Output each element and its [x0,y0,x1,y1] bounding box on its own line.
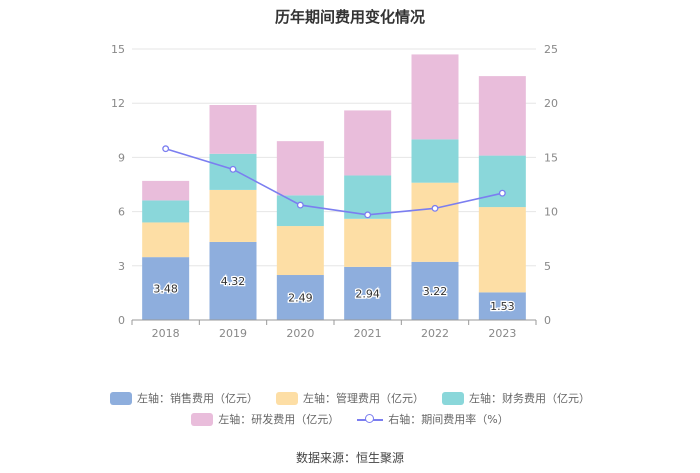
bar-data-label: 3.22 [423,285,448,298]
bar-segment [478,155,526,208]
rate-line [165,147,503,216]
legend-swatch [110,391,132,405]
legend: 左轴：销售费用（亿元） 左轴：管理费用（亿元） 左轴：财务费用（亿元） 左轴：研发费… [0,388,700,430]
chart-title: 历年期间费用变化情况 [274,8,425,26]
left-tick-label: 6 [118,206,125,219]
left-tick-label: 12 [111,97,125,110]
x-tick-label: 2018 [152,327,180,340]
grid-lines [132,48,536,267]
bar-series: 3.48 4.32 2.49 2.94 3.22 1.53 [142,54,526,320]
rate-point [162,145,170,153]
bar-segment [478,76,526,156]
data-source: 数据来源：恒生聚源 [295,451,404,465]
legend-label: 右轴：期间费用率（%） [388,413,509,426]
bar-data-label: 2.49 [288,292,313,305]
bar-segment [344,110,392,176]
legend-label: 左轴：管理费用（亿元） [303,392,424,405]
legend-label: 左轴：销售费用（亿元） [137,392,258,405]
bar-data-label: 2.94 [355,287,380,300]
legend-item[interactable]: 左轴：财务费用（亿元） [442,388,590,408]
left-tick-label: 9 [118,151,125,164]
legend-row: 左轴：研发费用（亿元） 右轴：期间费用率（%） [0,409,700,429]
right-tick-label: 5 [544,260,551,273]
bar-segment [142,222,190,258]
legend-item[interactable]: 右轴：期间费用率（%） [357,409,509,429]
rate-point [498,189,506,197]
bar-segment [344,266,392,320]
left-tick-label: 0 [118,314,125,327]
left-tick-label: 3 [118,260,125,273]
bar-segment [276,226,324,276]
bar-segment [209,241,257,320]
bar-segment [411,261,459,320]
bar-data-label: 4.32 [221,275,246,288]
legend-label: 左轴：研发费用（亿元） [218,413,340,426]
left-tick-label: 15 [111,43,125,56]
bar-segment [142,180,190,201]
right-tick-label: 25 [544,43,558,56]
bar-segment [142,200,190,223]
legend-row: 左轴：销售费用（亿元） 左轴：管理费用（亿元） 左轴：财务费用（亿元） [0,388,700,408]
bar-data-label: 1.53 [490,300,515,313]
legend-item[interactable]: 左轴：研发费用（亿元） [191,409,339,429]
x-tick-label: 2022 [421,327,449,340]
bar-segment [276,141,324,196]
legend-item[interactable]: 左轴：管理费用（亿元） [276,388,424,408]
right-tick-label: 0 [544,314,551,327]
chart-canvas: 3.48 4.32 2.49 2.94 3.22 1.53 0 3 6 9 12 15 0 5 10 15 2… [111,43,558,340]
rate-point [229,165,237,173]
right-tick-label: 10 [544,206,558,219]
bar-segment [209,105,257,154]
rate-point [431,204,439,212]
x-tick-label: 2020 [286,327,314,340]
bar-segment [276,275,324,320]
bar-segment [411,139,459,183]
bar-segment [209,189,257,242]
right-tick-label: 15 [544,151,558,164]
bar-segment [411,182,459,262]
x-tick-label: 2023 [488,327,516,340]
line-series [162,145,506,219]
bar-segment [411,54,459,140]
legend-swatch [442,391,464,405]
legend-line-marker [357,413,384,426]
legend-swatch [191,412,214,426]
bar-segment [478,207,526,293]
rate-point [364,211,372,219]
x-tick-label: 2019 [219,327,247,340]
legend-label: 左轴：财务费用（亿元） [469,392,590,405]
legend-swatch [276,391,298,405]
bar-segment [344,218,392,267]
rate-point [296,201,304,209]
bar-segment [276,195,324,227]
bar-data-label: 3.48 [153,283,178,296]
legend-item[interactable]: 左轴：销售费用（亿元） [110,388,258,408]
right-tick-label: 20 [544,97,558,110]
axes: 0 3 6 9 12 15 0 5 10 15 20 25 2018 2019 2020 2021 2022 20… [111,43,558,340]
bar-segment [478,292,526,320]
bar-segment [142,257,190,320]
x-tick-label: 2021 [354,327,382,340]
